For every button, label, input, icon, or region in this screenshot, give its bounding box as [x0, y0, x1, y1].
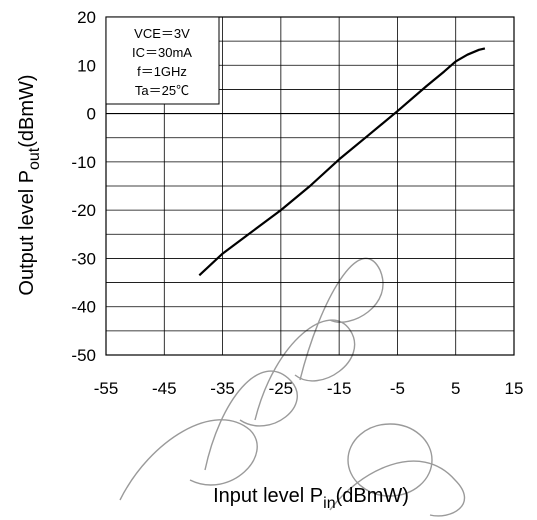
x-axis-title: Input level Pin(dBmW): [213, 485, 409, 512]
watermark: [119, 257, 466, 517]
x-tick-label: 5: [451, 379, 460, 398]
x-tick-label: 15: [505, 379, 524, 398]
plot-frame: [105, 16, 515, 356]
x-tick-label: -45: [152, 379, 177, 398]
condition-vce: VCE＝3V: [134, 26, 190, 41]
y-tick-label: -50: [71, 346, 96, 365]
x-tick-label: -15: [327, 379, 352, 398]
x-tick-label: -35: [210, 379, 235, 398]
y-tick-label: 20: [77, 8, 96, 27]
y-tick-label: -20: [71, 201, 96, 220]
y-tick-label: 0: [87, 105, 96, 124]
y-axis-ticks: 20 10 0 -10 -20 -30 -40 -50: [71, 8, 96, 365]
y-tick-label: -40: [71, 298, 96, 317]
x-tick-label: -25: [269, 379, 294, 398]
y-axis-title: Output level Pout(dBmW): [16, 74, 43, 295]
x-axis-ticks: -55 -45 -35 -25 -15 -5 5 15: [94, 379, 524, 398]
condition-ic: IC＝30mA: [132, 45, 192, 60]
x-tick-label: -5: [390, 379, 405, 398]
series-line: [198, 47, 486, 277]
conditions-box: VCE＝3V IC＝30mA f＝1GHz Ta＝25℃: [105, 16, 220, 105]
x-tick-label: -55: [94, 379, 119, 398]
condition-freq: f＝1GHz: [137, 64, 187, 79]
condition-temp: Ta＝25℃: [135, 83, 189, 98]
y-tick-label: -30: [71, 249, 96, 268]
y-tick-label: -10: [71, 153, 96, 172]
y-tick-label: 10: [77, 56, 96, 75]
